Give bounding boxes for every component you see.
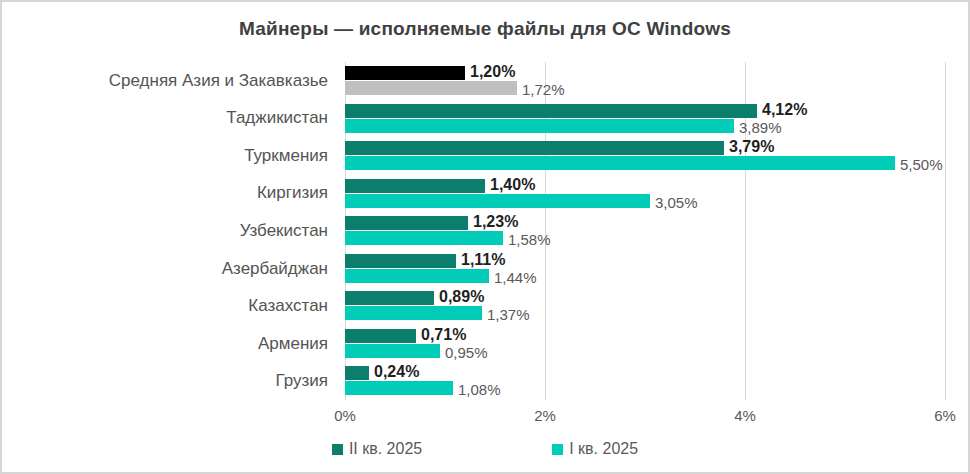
value-label-q1-2025: 1,44%	[494, 271, 537, 285]
category-label: Туркмения	[2, 137, 328, 175]
bar-q1-2025	[345, 231, 503, 245]
bar-q2-2025	[345, 216, 468, 230]
bar-q1-2025	[345, 306, 482, 320]
value-label-q1-2025: 1,72%	[522, 83, 565, 97]
value-label-q1-2025: 1,08%	[458, 383, 501, 397]
legend-swatch-q1-2025-icon	[552, 444, 563, 455]
value-label-q2-2025: 0,24%	[374, 365, 419, 379]
bar-q1-2025	[345, 119, 734, 133]
category-label: Азербайджан	[2, 250, 328, 288]
bar-q2-2025	[345, 104, 757, 118]
legend: II кв. 2025 I кв. 2025	[2, 440, 968, 458]
value-label-q1-2025: 0,95%	[445, 346, 488, 360]
category-axis: Средняя Азия и ЗакавказьеТаджикистанТурк…	[2, 62, 337, 400]
bar-q2-2025	[345, 66, 465, 80]
category-label: Средняя Азия и Закавказье	[2, 62, 328, 100]
bar-group: 0,71% 0,95%	[345, 325, 945, 363]
category-label: Грузия	[2, 362, 328, 400]
gridline	[945, 62, 946, 400]
bar-q2-2025	[345, 291, 434, 305]
chart-title: Майнеры — исполняемые файлы для ОС Windo…	[2, 18, 968, 40]
value-label-q2-2025: 4,12%	[762, 103, 807, 117]
bar-q2-2025	[345, 254, 456, 268]
bar-q2-2025	[345, 366, 369, 380]
value-label-q2-2025: 1,23%	[473, 215, 518, 229]
value-label-q2-2025: 1,11%	[461, 253, 505, 267]
bar-q1-2025	[345, 156, 895, 170]
bar-q1-2025	[345, 81, 517, 95]
chart-container: Майнеры — исполняемые файлы для ОС Windo…	[0, 0, 970, 474]
value-label-q1-2025: 1,37%	[487, 308, 530, 322]
value-label-q2-2025: 1,40%	[490, 178, 535, 192]
value-label-q1-2025: 3,89%	[739, 121, 782, 135]
x-axis-tick: 6%	[934, 407, 956, 424]
value-label-q1-2025: 1,58%	[508, 233, 551, 247]
bar-q1-2025	[345, 194, 650, 208]
bar-group: 4,12% 3,89%	[345, 100, 945, 138]
bar-q1-2025	[345, 344, 440, 358]
bar-q2-2025	[345, 329, 416, 343]
legend-swatch-q2-2025-icon	[332, 444, 343, 455]
value-label-q2-2025: 0,89%	[439, 290, 484, 304]
value-label-q1-2025: 3,05%	[655, 196, 698, 210]
legend-label-q2-2025: II кв. 2025	[349, 440, 422, 458]
bar-group: 1,23% 1,58%	[345, 212, 945, 250]
bar-group: 0,89%1,37%	[345, 287, 945, 325]
bar-q1-2025	[345, 381, 453, 395]
x-axis-tick: 0%	[334, 407, 356, 424]
category-label: Узбекистан	[2, 212, 328, 250]
bar-group: 3,79% 5,50%	[345, 137, 945, 175]
bar-group: 0,24% 1,08%	[345, 362, 945, 400]
bar-q1-2025	[345, 269, 489, 283]
category-label: Киргизия	[2, 175, 328, 213]
value-label-q2-2025: 1,20%	[470, 65, 515, 79]
x-axis: 0%2%4%6%	[345, 407, 945, 427]
value-label-q2-2025: 0,71%	[421, 328, 466, 342]
x-axis-tick: 4%	[734, 407, 756, 424]
legend-item-q1-2025: I кв. 2025	[552, 440, 638, 458]
bar-group: 1,20% 1,72%	[345, 62, 945, 100]
plot-area: 1,20% 1,72% 4,12% 3,89% 3,79% 5,50% 1,40% 3,05%…	[345, 62, 945, 400]
value-label-q2-2025: 3,79%	[729, 140, 774, 154]
bar-group: 1,11% 1,44%	[345, 250, 945, 288]
category-label: Таджикистан	[2, 100, 328, 138]
x-axis-tick: 2%	[534, 407, 556, 424]
bar-q2-2025	[345, 141, 724, 155]
category-label: Казахстан	[2, 287, 328, 325]
legend-item-q2-2025: II кв. 2025	[332, 440, 422, 458]
legend-label-q1-2025: I кв. 2025	[569, 440, 638, 458]
bar-q2-2025	[345, 179, 485, 193]
bars-layer: 1,20% 1,72% 4,12% 3,89% 3,79% 5,50% 1,40% 3,05%…	[345, 62, 945, 400]
value-label-q1-2025: 5,50%	[900, 158, 943, 172]
category-label: Армения	[2, 325, 328, 363]
bar-group: 1,40% 3,05%	[345, 175, 945, 213]
